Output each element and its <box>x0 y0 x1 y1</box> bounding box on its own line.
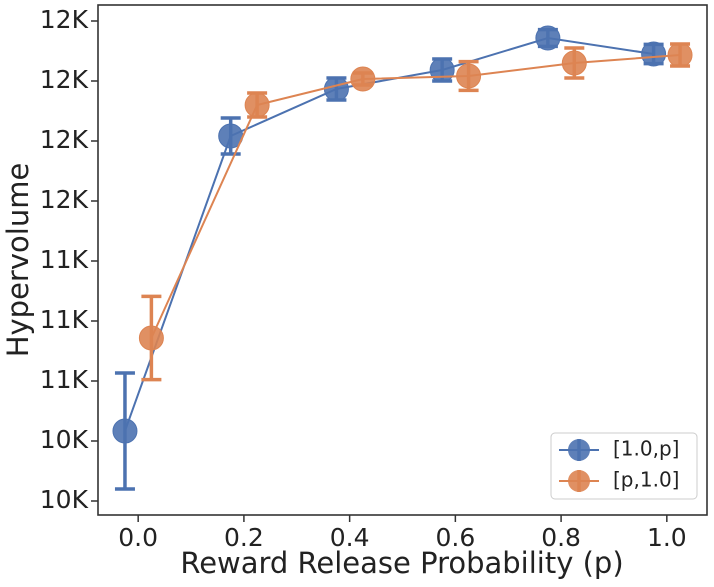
point <box>138 325 164 351</box>
point <box>535 25 561 51</box>
point <box>561 50 587 76</box>
y-tick-label: 10K <box>40 485 89 514</box>
y-tick-label: 11K <box>40 305 89 334</box>
x-tick-label: 0.0 <box>118 523 158 552</box>
point <box>244 92 270 118</box>
point <box>667 42 693 68</box>
legend-marker <box>568 439 590 461</box>
y-tick-label: 11K <box>40 245 89 274</box>
point <box>323 76 349 102</box>
y-tick-label: 12K <box>40 185 89 214</box>
point <box>112 418 138 444</box>
y-tick-label: 10K <box>40 425 89 454</box>
legend-label: [p,1.0] <box>613 468 679 492</box>
series-line <box>124 36 654 432</box>
x-axis-label: Reward Release Probability (p) <box>180 546 623 580</box>
legend-label: [1.0,p] <box>613 437 679 461</box>
y-axis-label: Hypervolume <box>1 163 35 358</box>
y-tick-label: 12K <box>40 125 89 154</box>
point <box>429 57 455 83</box>
x-tick-label: 0.2 <box>224 523 264 552</box>
x-tick-label: 1.0 <box>647 523 687 552</box>
plot-frame <box>97 4 708 516</box>
point <box>641 41 667 67</box>
x-tick-label: 0.8 <box>541 523 581 552</box>
legend-marker <box>568 470 590 492</box>
point <box>456 63 482 89</box>
point <box>350 66 376 92</box>
y-tick-label: 12K <box>40 65 89 94</box>
x-tick-label: 0.6 <box>435 523 475 552</box>
y-tick-label: 12K <box>40 5 89 34</box>
series-line <box>150 54 681 339</box>
y-tick-label: 11K <box>40 365 89 394</box>
x-tick-label: 0.4 <box>330 523 370 552</box>
